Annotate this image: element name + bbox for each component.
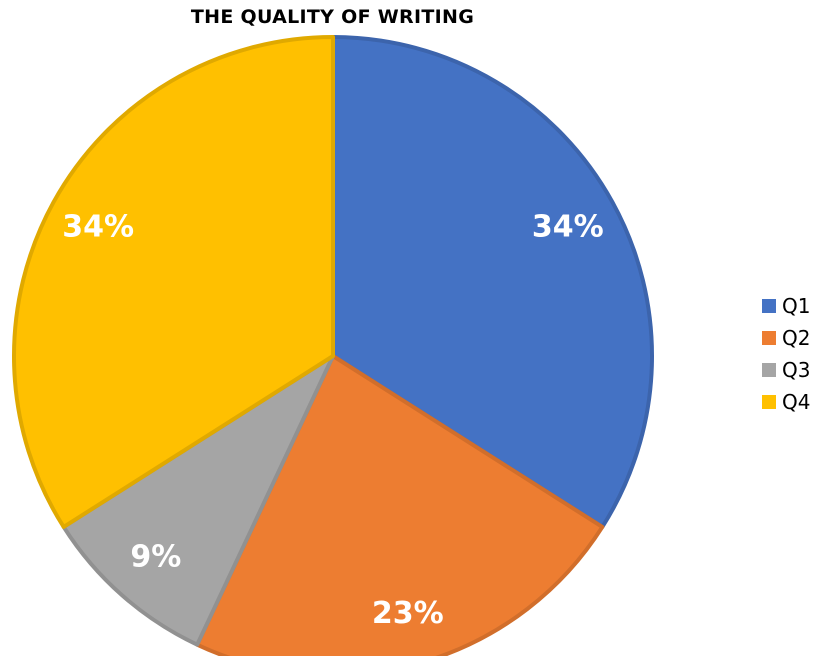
legend-swatch-q3 — [762, 363, 776, 377]
data-label-q2: 23% — [372, 596, 444, 631]
legend-label-q3: Q3 — [782, 358, 811, 382]
legend-swatch-q1 — [762, 299, 776, 313]
legend-label-q1: Q1 — [782, 294, 811, 318]
legend-label-q4: Q4 — [782, 390, 811, 414]
pie-slice-q3 — [61, 354, 335, 647]
legend-swatch-q2 — [762, 331, 776, 345]
data-label-q3: 9% — [130, 540, 181, 575]
legend-item-q4: Q4 — [762, 386, 810, 418]
legend-item-q3: Q3 — [762, 354, 810, 386]
legend-swatch-q4 — [762, 395, 776, 409]
legend-item-q2: Q2 — [762, 322, 810, 354]
data-label-q1: 34% — [532, 209, 604, 244]
chart-title: THE QUALITY OF WRITING — [190, 6, 475, 28]
legend-label-q2: Q2 — [782, 326, 811, 350]
data-label-q4: 34% — [62, 209, 134, 244]
pie-slice-q4 — [12, 35, 335, 529]
legend: Q1 Q2 Q3 Q4 — [762, 290, 810, 418]
legend-item-q1: Q1 — [762, 290, 810, 322]
